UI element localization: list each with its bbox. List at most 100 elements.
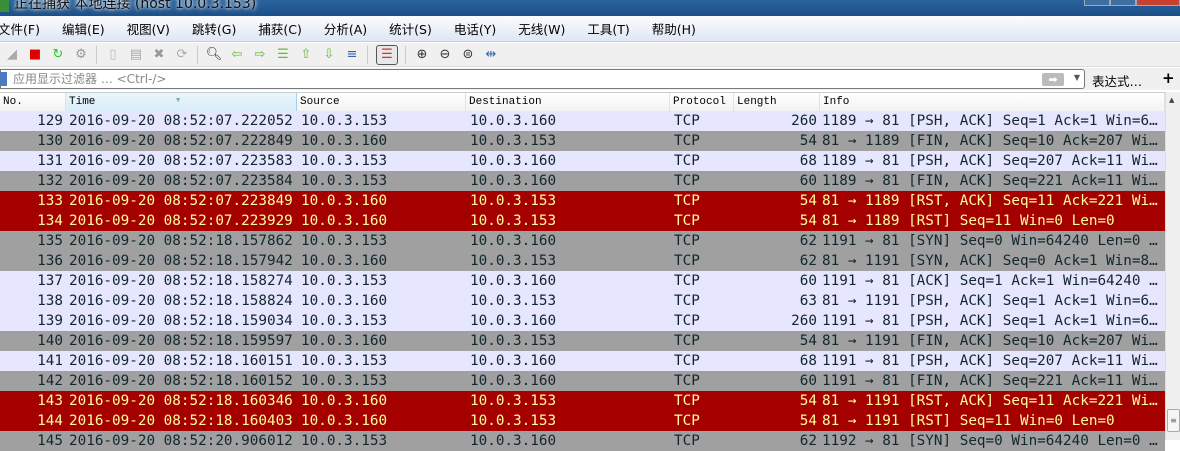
menu-item[interactable]: 分析(A)	[323, 22, 368, 37]
packet-row[interactable]: 143 2016-09-20 08:52:18.160346 10.0.3.160 1…	[0, 391, 1165, 411]
cell-src: 10.0.3.160	[301, 413, 388, 429]
cell-no: 130	[37, 133, 63, 149]
minimize-button[interactable]	[1084, 0, 1110, 6]
cell-no: 144	[37, 413, 63, 429]
packet-row[interactable]: 135 2016-09-20 08:52:18.157862 10.0.3.153 1…	[0, 231, 1165, 251]
packet-row[interactable]: 137 2016-09-20 08:52:18.158274 10.0.3.153 1…	[0, 271, 1165, 291]
packet-row[interactable]: 131 2016-09-20 08:52:07.223583 10.0.3.153 1…	[0, 151, 1165, 171]
cell-dst: 10.0.3.160	[470, 273, 557, 289]
maximize-button[interactable]	[1110, 0, 1136, 6]
open-file-icon[interactable]: ▯	[109, 47, 117, 62]
toolbar-separator	[96, 45, 97, 64]
go-to-packet-icon[interactable]: ☰	[277, 47, 289, 62]
cell-len: 54	[799, 333, 817, 349]
column-header-source[interactable]: Source	[297, 93, 466, 111]
cell-time: 2016-09-20 08:52:18.159597	[69, 333, 293, 349]
packet-row[interactable]: 145 2016-09-20 08:52:20.906012 10.0.3.153 1…	[0, 431, 1165, 451]
menu-item[interactable]: 文件(F)	[0, 22, 40, 37]
cell-time: 2016-09-20 08:52:18.157942	[69, 253, 293, 269]
packet-row[interactable]: 140 2016-09-20 08:52:18.159597 10.0.3.160 1…	[0, 331, 1165, 351]
column-header-info[interactable]: Info	[820, 93, 1165, 111]
menu-item[interactable]: 统计(S)	[389, 22, 432, 37]
save-file-icon[interactable]: ▤	[129, 47, 143, 62]
menu-item[interactable]: 电话(Y)	[453, 22, 497, 37]
packet-row[interactable]: 136 2016-09-20 08:52:18.157942 10.0.3.160 1…	[0, 251, 1165, 271]
packet-row[interactable]: 144 2016-09-20 08:52:18.160403 10.0.3.160 1…	[0, 411, 1165, 431]
display-filter-input[interactable]	[13, 72, 1013, 86]
menu-item[interactable]: 工具(T)	[587, 22, 630, 37]
capture-options-icon[interactable]: ⚙	[75, 47, 87, 62]
cell-proto: TCP	[674, 153, 700, 169]
packet-row[interactable]: 139 2016-09-20 08:52:18.159034 10.0.3.153 1…	[0, 311, 1165, 331]
cell-proto: TCP	[674, 133, 700, 149]
cell-no: 131	[37, 153, 63, 169]
menu-item[interactable]: 无线(W)	[518, 22, 566, 37]
cell-no: 134	[37, 213, 63, 229]
packet-row[interactable]: 134 2016-09-20 08:52:07.223929 10.0.3.160 1…	[0, 211, 1165, 231]
column-header-destination[interactable]: Destination	[466, 93, 670, 111]
stop-capture-icon[interactable]: ■	[28, 47, 42, 62]
cell-proto: TCP	[674, 413, 700, 429]
packet-list-header: No. Time ▼ Source Destination Protocol Le…	[0, 92, 1180, 111]
column-header-length[interactable]: Length	[734, 93, 820, 111]
column-header-protocol[interactable]: Protocol	[670, 93, 734, 111]
zoom-in-icon[interactable]: ⊕	[416, 47, 428, 62]
zoom-out-icon[interactable]: ⊖	[439, 47, 451, 62]
cell-len: 60	[799, 273, 817, 289]
cell-time: 2016-09-20 08:52:18.160152	[69, 373, 293, 389]
add-filter-button[interactable]: +	[1162, 69, 1175, 87]
scroll-up-icon[interactable]: ▲	[1169, 96, 1175, 104]
restart-capture-icon[interactable]: ↻	[52, 47, 64, 62]
menu-item[interactable]: 视图(V)	[126, 22, 170, 37]
cell-src: 10.0.3.160	[301, 193, 388, 209]
cell-dst: 10.0.3.153	[470, 133, 557, 149]
menu-item[interactable]: 帮助(H)	[651, 22, 696, 37]
cell-info: 81 → 1189 [FIN, ACK] Seq=10 Ack=207 Win=…	[822, 133, 1165, 149]
apply-filter-arrow-icon[interactable]: ➡	[1042, 73, 1064, 86]
display-filter-box: ➡ ▼	[0, 69, 1085, 89]
column-header-time[interactable]: Time ▼	[66, 93, 297, 111]
resize-columns-icon[interactable]: ⇹	[485, 47, 497, 62]
go-first-icon[interactable]: ⇧	[300, 47, 312, 62]
autoscroll-icon[interactable]: ≡	[346, 47, 358, 62]
cell-no: 141	[37, 353, 63, 369]
go-last-icon[interactable]: ⇩	[323, 47, 335, 62]
packet-row[interactable]: 141 2016-09-20 08:52:18.160151 10.0.3.153 1…	[0, 351, 1165, 371]
vertical-scrollbar[interactable]: ▲ ≡	[1165, 92, 1180, 440]
cell-src: 10.0.3.153	[301, 113, 388, 129]
packet-list: 129 2016-09-20 08:52:07.222052 10.0.3.153 1…	[0, 111, 1165, 451]
go-back-icon[interactable]: ⇦	[231, 47, 243, 62]
menu-item[interactable]: 编辑(E)	[61, 22, 105, 37]
go-forward-icon[interactable]: ⇨	[254, 47, 266, 62]
zoom-reset-icon[interactable]: ⊜	[462, 47, 474, 62]
packet-row[interactable]: 132 2016-09-20 08:52:07.223584 10.0.3.153 1…	[0, 171, 1165, 191]
colorize-icon[interactable]: ☰	[376, 44, 398, 65]
cell-info: 81 → 1191 [FIN, ACK] Seq=10 Ack=207 Win=…	[822, 333, 1165, 349]
cell-time: 2016-09-20 08:52:07.223849	[69, 193, 293, 209]
window-title: 正在捕获 本地连接 (host 10.0.3.153)	[14, 0, 257, 12]
reload-file-icon[interactable]: ⟳	[176, 47, 188, 62]
expression-button[interactable]: 表达式…	[1092, 74, 1143, 89]
find-packet-icon[interactable]: 🔍︎	[205, 47, 223, 62]
packet-row[interactable]: 142 2016-09-20 08:52:18.160152 10.0.3.153 1…	[0, 371, 1165, 391]
shark-fin-start-icon[interactable]: ◢	[7, 47, 17, 62]
cell-info: 81 → 1191 [RST] Seq=11 Win=0 Len=0	[822, 413, 1115, 429]
filter-bookmark-icon[interactable]	[0, 72, 7, 86]
cell-info: 81 → 1191 [RST, ACK] Seq=11 Ack=221 Win=…	[822, 393, 1165, 409]
packet-row[interactable]: 130 2016-09-20 08:52:07.222849 10.0.3.160 1…	[0, 131, 1165, 151]
filter-dropdown-icon[interactable]: ▼	[1073, 73, 1080, 82]
close-file-icon[interactable]: ✖	[153, 47, 165, 62]
close-button[interactable]	[1136, 0, 1180, 6]
menu-item[interactable]: 捕获(C)	[258, 22, 302, 37]
scrollbar-thumb[interactable]: ≡	[1167, 409, 1180, 432]
cell-proto: TCP	[674, 113, 700, 129]
cell-dst: 10.0.3.153	[470, 333, 557, 349]
cell-len: 62	[799, 433, 817, 449]
cell-proto: TCP	[674, 333, 700, 349]
menu-item[interactable]: 跳转(G)	[191, 22, 237, 37]
column-header-no[interactable]: No.	[0, 93, 66, 111]
packet-row[interactable]: 129 2016-09-20 08:52:07.222052 10.0.3.153 1…	[0, 111, 1165, 131]
packet-row[interactable]: 133 2016-09-20 08:52:07.223849 10.0.3.160 1…	[0, 191, 1165, 211]
toolbar-separator	[405, 45, 406, 64]
packet-row[interactable]: 138 2016-09-20 08:52:18.158824 10.0.3.160 1…	[0, 291, 1165, 311]
